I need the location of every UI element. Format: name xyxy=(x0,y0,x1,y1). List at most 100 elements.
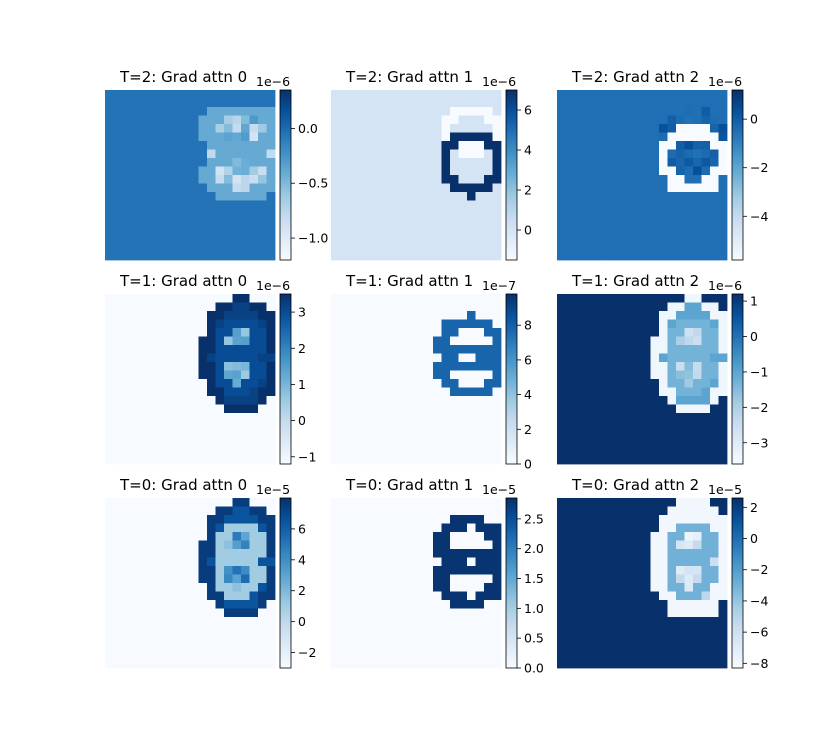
heatmap-cell xyxy=(659,353,668,363)
heatmap-cell xyxy=(198,659,208,669)
heatmap-cell xyxy=(701,209,711,218)
heatmap-cell xyxy=(407,141,417,150)
heatmap-cell xyxy=(130,659,140,669)
heatmap-cell xyxy=(249,430,259,439)
heatmap-cell xyxy=(710,625,719,635)
heatmap-cell xyxy=(599,583,609,592)
heatmap-cell xyxy=(599,200,609,210)
panel-title: T=0: Grad attn 2 xyxy=(571,476,699,494)
heatmap-cell xyxy=(416,600,425,609)
colorbar-tick-label: −2 xyxy=(750,400,768,415)
heatmap-cell xyxy=(424,625,434,635)
heatmap-cell xyxy=(633,574,643,584)
heatmap-cell xyxy=(591,634,600,643)
heatmap-cell xyxy=(625,506,634,516)
heatmap-cell xyxy=(356,515,366,524)
heatmap-cell xyxy=(207,421,216,431)
heatmap-cell xyxy=(224,362,233,371)
heatmap-cell xyxy=(591,625,600,635)
heatmap-cell xyxy=(224,574,233,584)
heatmap-cell xyxy=(139,336,148,346)
heatmap-cell xyxy=(258,141,267,150)
heatmap-cell xyxy=(122,90,131,99)
heatmap-cell xyxy=(659,549,668,558)
heatmap-cell xyxy=(667,362,677,371)
heatmap-cell xyxy=(122,115,131,125)
heatmap-cell xyxy=(424,379,434,388)
heatmap-cell xyxy=(458,566,468,575)
heatmap-cell xyxy=(608,506,617,516)
heatmap-cell xyxy=(574,387,583,397)
heatmap-cell xyxy=(399,251,408,261)
heatmap-cell xyxy=(625,311,634,320)
heatmap-cell xyxy=(147,132,157,142)
heatmap-cell xyxy=(625,498,634,507)
heatmap-cell xyxy=(407,421,417,431)
heatmap-cell xyxy=(198,302,208,312)
heatmap-cell xyxy=(356,608,366,618)
heatmap-cell xyxy=(241,642,250,652)
heatmap-cell xyxy=(659,540,668,550)
heatmap-cell xyxy=(113,175,123,184)
heatmap-cell xyxy=(693,98,702,108)
heatmap-cell xyxy=(484,209,493,218)
heatmap-cell xyxy=(625,370,634,380)
heatmap-cell xyxy=(492,302,502,312)
heatmap-cell xyxy=(633,294,643,303)
heatmap-cell xyxy=(565,243,575,252)
heatmap-cell xyxy=(365,430,374,439)
heatmap-cell xyxy=(173,98,182,108)
heatmap-cell xyxy=(348,141,357,150)
heatmap-cell xyxy=(684,370,694,380)
heatmap-cell xyxy=(591,115,600,125)
heatmap-cell xyxy=(718,319,728,329)
heatmap-cell xyxy=(565,336,575,346)
heatmap-cell xyxy=(407,540,417,550)
heatmap-cell xyxy=(676,600,685,609)
heatmap-cell xyxy=(241,209,250,218)
heatmap-cell xyxy=(475,124,485,133)
heatmap-cell xyxy=(232,302,242,312)
heatmap-cell xyxy=(484,353,493,363)
heatmap-cell xyxy=(249,608,259,618)
heatmap-cell xyxy=(173,608,182,618)
heatmap-cell xyxy=(339,166,349,176)
heatmap-cell xyxy=(356,617,366,626)
heatmap-cell xyxy=(331,608,340,618)
heatmap-cell xyxy=(693,149,702,159)
heatmap-cell xyxy=(173,642,182,652)
heatmap-cell xyxy=(582,311,592,320)
heatmap-cell xyxy=(224,566,233,575)
heatmap-cell xyxy=(684,149,694,159)
heatmap-cell xyxy=(557,226,566,235)
heatmap-cell xyxy=(650,583,660,592)
heatmap-cell xyxy=(642,302,651,312)
heatmap-cell xyxy=(458,370,468,380)
heatmap-cell xyxy=(164,370,174,380)
heatmap-cell xyxy=(599,345,609,354)
heatmap-cell xyxy=(616,149,626,159)
heatmap-cell xyxy=(164,583,174,592)
heatmap-cell xyxy=(642,396,651,405)
heatmap-cell xyxy=(659,523,668,533)
heatmap-cell xyxy=(215,413,225,422)
heatmap-cell xyxy=(241,651,250,660)
heatmap-cell xyxy=(147,515,157,524)
heatmap-cell xyxy=(339,617,349,626)
heatmap-cell xyxy=(173,651,182,660)
heatmap-cell xyxy=(433,90,442,99)
heatmap-cell xyxy=(557,166,566,176)
heatmap-cell xyxy=(659,311,668,320)
heatmap-cell xyxy=(224,404,233,414)
heatmap-cell xyxy=(339,243,349,252)
heatmap-cell xyxy=(433,617,442,626)
heatmap-cell xyxy=(574,192,583,201)
heatmap-cell xyxy=(441,540,451,550)
heatmap-cell xyxy=(557,523,566,533)
colorbar-tick-label: −3 xyxy=(750,435,768,450)
heatmap-cell xyxy=(424,302,434,312)
heatmap-cell xyxy=(701,591,711,601)
heatmap-cell xyxy=(266,251,276,261)
